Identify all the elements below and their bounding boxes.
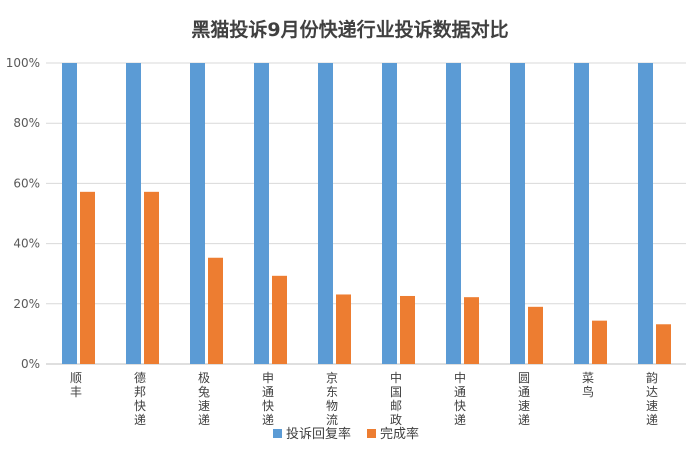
y-tick-label: 60% xyxy=(13,176,40,190)
bar xyxy=(208,257,223,364)
bar xyxy=(638,63,653,364)
x-tick-label: 顺丰 xyxy=(70,371,82,399)
x-tick-label: 韵达速递 xyxy=(646,370,658,427)
bar xyxy=(592,320,607,364)
bar xyxy=(126,63,141,364)
bar xyxy=(80,191,95,364)
bar xyxy=(400,295,415,364)
bar xyxy=(528,306,543,364)
legend-label: 完成率 xyxy=(380,426,419,442)
y-tick-label: 0% xyxy=(21,357,40,371)
bar xyxy=(272,275,287,364)
bar xyxy=(446,63,461,364)
y-axis: 0% 20% 40% 60% 80% 100% xyxy=(6,56,40,371)
x-axis: 顺丰 德邦快递 极兔速递 申通快递 京东物流 中国邮政 中通快递 圆通速递 菜鸟 韵达速递 xyxy=(70,370,658,427)
x-tick-label: 德邦快递 xyxy=(134,370,146,427)
legend-swatch xyxy=(367,429,376,438)
bar xyxy=(464,297,479,364)
x-tick-label: 极兔速递 xyxy=(198,371,210,427)
y-tick-label: 80% xyxy=(13,116,40,130)
legend: 投诉回复率 完成率 xyxy=(273,426,419,442)
x-tick-label: 申通快递 xyxy=(262,371,274,427)
bar xyxy=(510,63,525,364)
x-tick-label: 菜鸟 xyxy=(582,371,594,399)
bar xyxy=(656,324,671,364)
x-tick-label: 圆通速递 xyxy=(518,371,530,427)
x-tick-label: 京东物流 xyxy=(326,371,338,427)
bar xyxy=(318,63,333,364)
y-tick-label: 20% xyxy=(13,297,40,311)
y-tick-label: 100% xyxy=(6,56,40,70)
bar xyxy=(190,63,205,364)
bars xyxy=(62,63,671,364)
chart-title: 黑猫投诉9月份快递行业投诉数据对比 xyxy=(191,18,508,41)
gridlines xyxy=(46,62,686,365)
x-tick-label: 中通快递 xyxy=(454,370,466,427)
bar xyxy=(62,63,77,364)
legend-label: 投诉回复率 xyxy=(286,426,351,442)
bar xyxy=(144,191,159,364)
bar xyxy=(254,63,269,364)
legend-swatch xyxy=(273,429,282,438)
x-tick-label: 中国邮政 xyxy=(390,370,402,427)
bar xyxy=(574,63,589,364)
bar xyxy=(382,63,397,364)
bar xyxy=(336,294,351,364)
y-tick-label: 40% xyxy=(13,237,40,251)
